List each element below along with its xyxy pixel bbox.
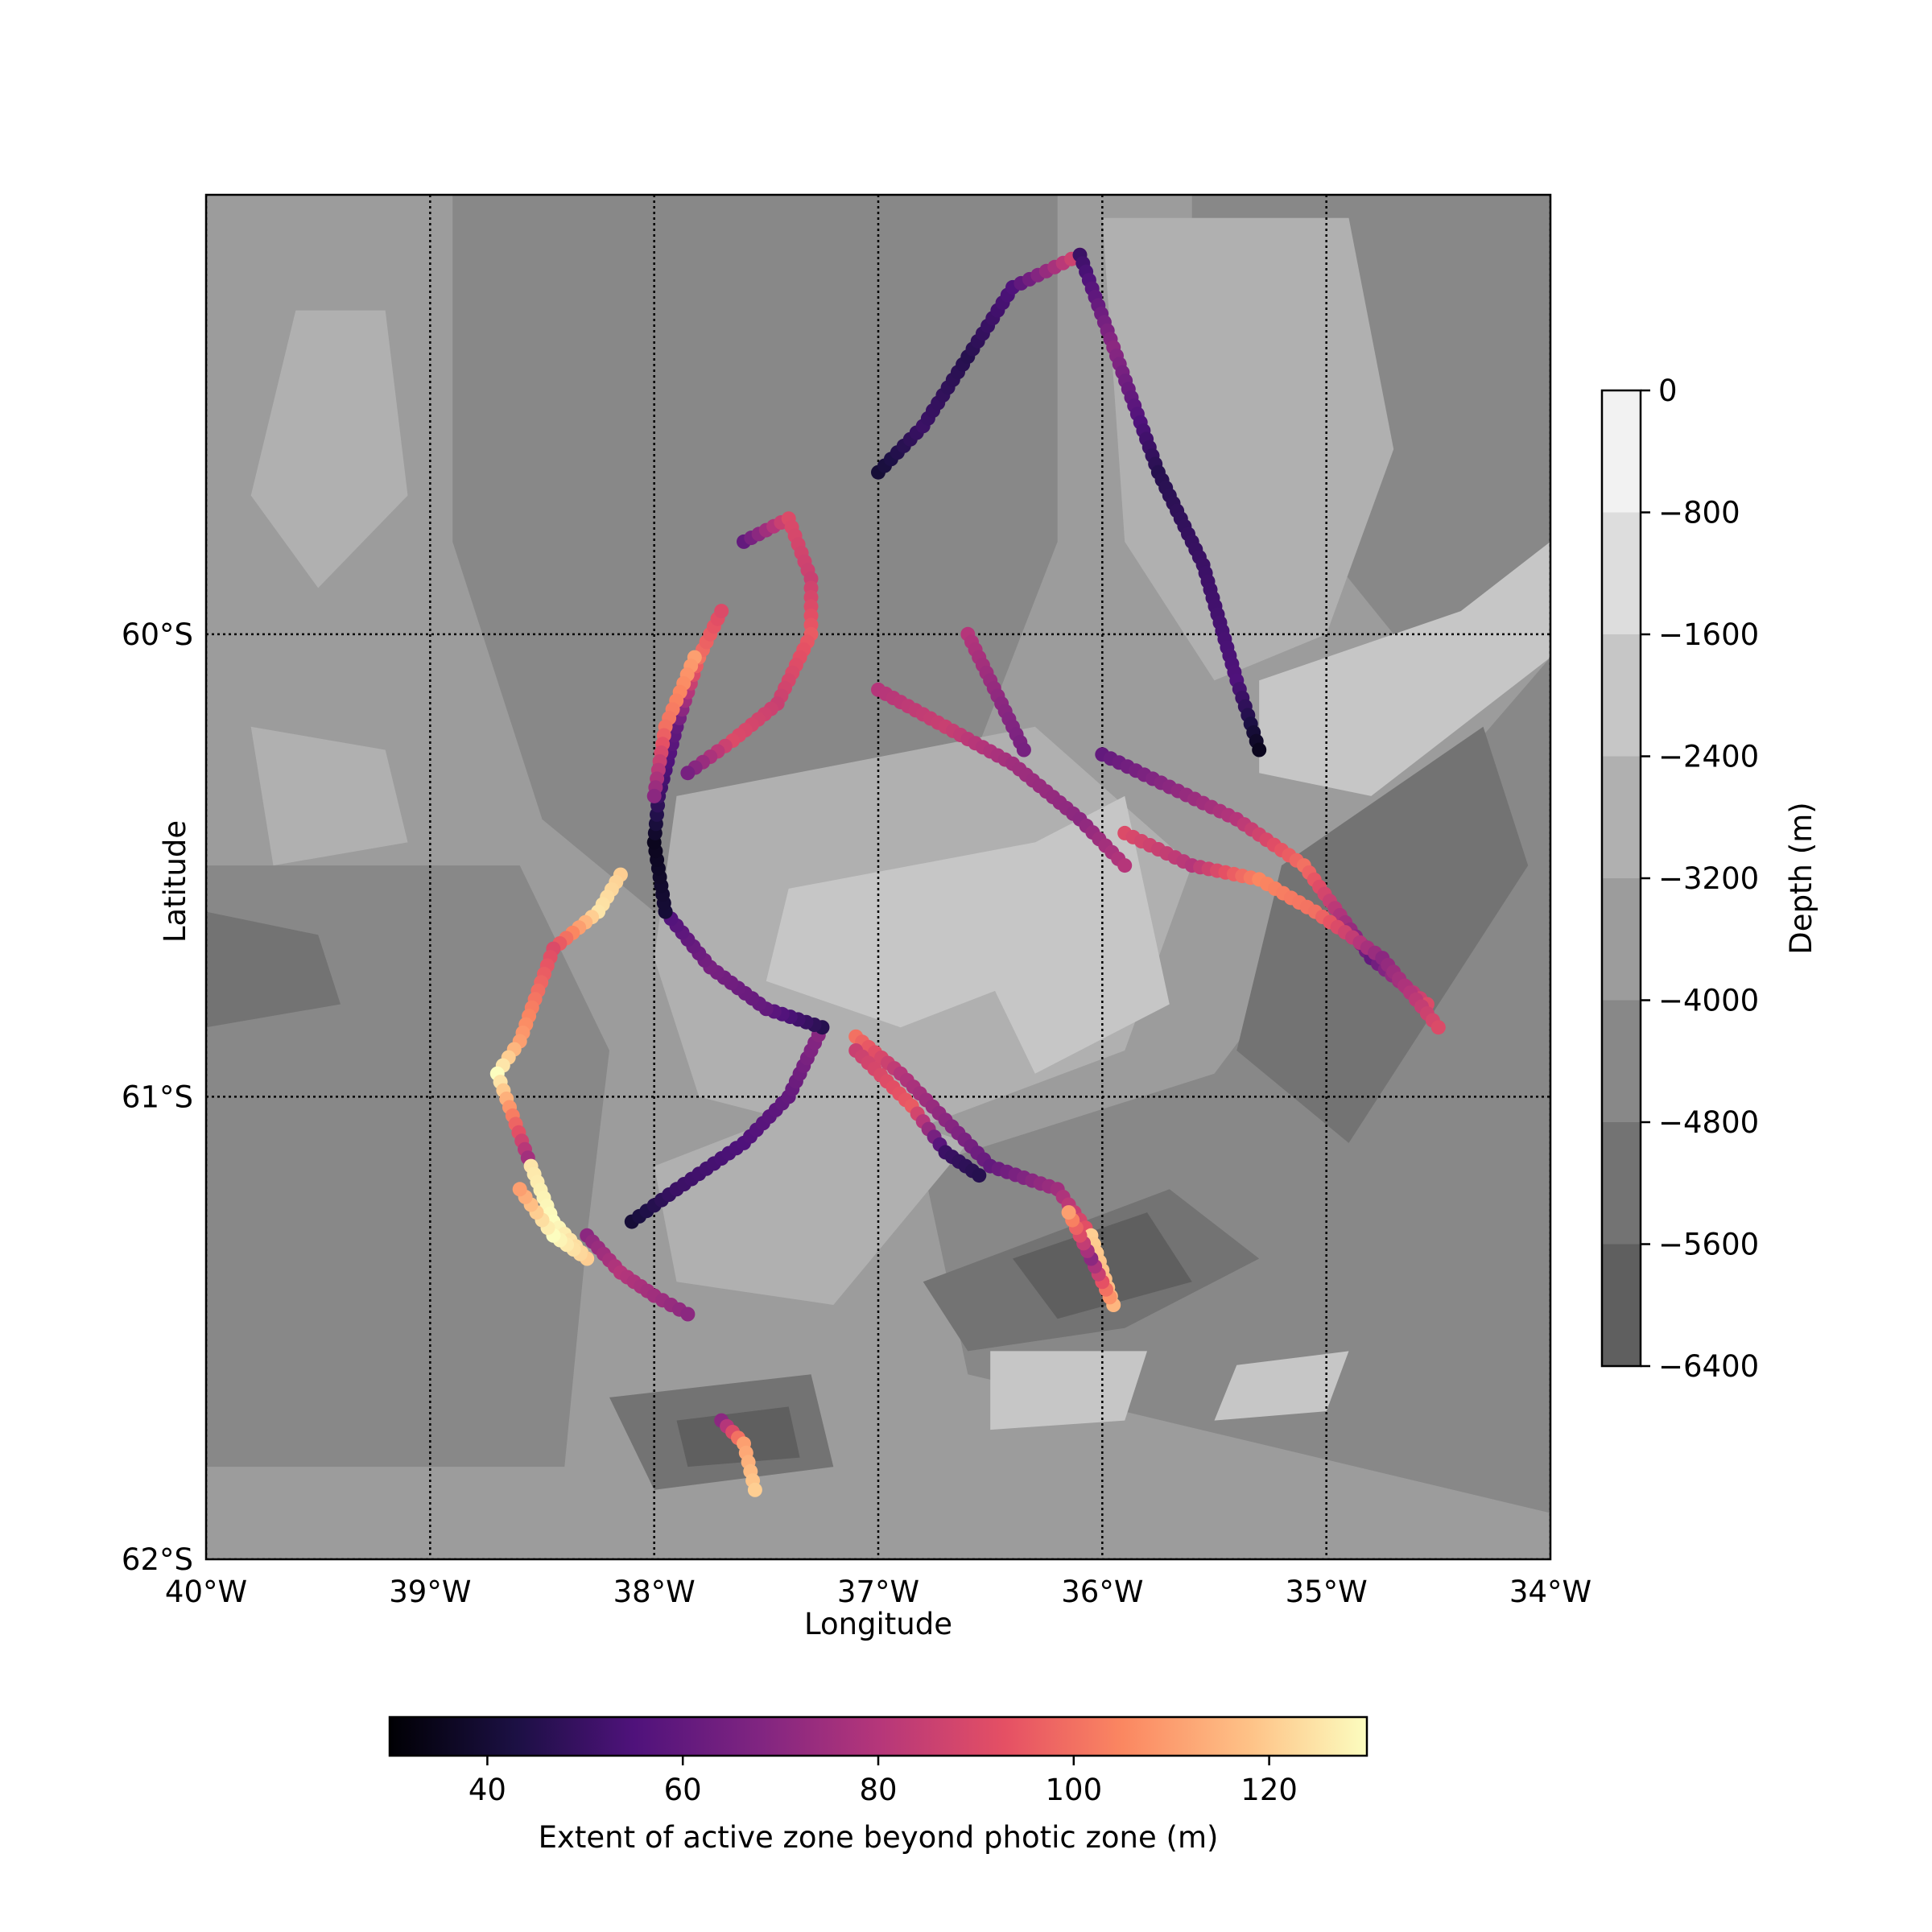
depth-region [990,1351,1147,1430]
scatter-point [1252,742,1267,758]
depth-colorbar-band [1602,634,1641,757]
scatter-point [512,1182,527,1197]
x-tick-label: 37°W [837,1575,919,1609]
x-tick-label: 35°W [1286,1575,1368,1609]
depth-colorbar-band [1602,1122,1641,1245]
x-tick-label: 38°W [613,1575,696,1609]
depth-region [1102,217,1394,681]
x-tick-label: 39°W [389,1575,471,1609]
y-axis-label: Latitude [158,820,192,943]
depth-colorbar-tick-label: −800 [1658,496,1740,530]
depth-colorbar-tick-label: −5600 [1658,1228,1759,1262]
x-axis-label: Longitude [804,1607,952,1641]
plot-frame [204,193,1552,1561]
value-colorbar-label: Extent of active zone beyond photic zone… [539,1820,1219,1855]
scatter-point [646,788,662,803]
depth-region [1236,726,1529,1143]
scatter-points [489,247,1446,1497]
depth-colorbar-tick-label: 0 [1658,374,1678,408]
scatter-point [1430,1020,1446,1035]
scatter-point [680,1307,696,1322]
y-tick-label: 60°S [122,617,193,652]
depth-colorbar: 0 −800 −1600 −2400 −3200 −4000 −4800 −5600 −6400… [1600,374,1818,1384]
value-colorbar-tick-label: 120 [1241,1773,1298,1807]
depth-colorbar-tick-label: −6400 [1658,1349,1759,1384]
depth-region [945,795,1170,1074]
y-tick-label: 62°S [122,1542,193,1577]
x-tick-label: 36°W [1061,1575,1143,1609]
depth-region [1214,1351,1349,1421]
scatter-point [1061,1205,1076,1220]
depth-colorbar-tick-label: −3200 [1658,861,1759,896]
depth-region [206,865,609,1468]
value-colorbar-gradient [388,1715,1368,1757]
y-axis-ticks: 60°S 61°S 62°S [122,617,193,1577]
depth-region [452,195,1058,912]
x-axis-ticks: 40°W 39°W 38°W 37°W 36°W 35°W 34°W [165,1575,1591,1609]
depth-region [206,911,341,1028]
depth-colorbar-label: Depth (m) [1784,802,1818,954]
depth-region [1259,541,1550,796]
scatter-point [1016,742,1031,758]
depth-colorbar-tick-label: −2400 [1658,740,1759,774]
value-colorbar: 40 60 80 100 120 Extent of active zone beyon… [388,1715,1368,1855]
value-colorbar-tick-label: 100 [1045,1773,1102,1807]
value-colorbar-tick-label: 40 [469,1773,506,1807]
depth-colorbar-band [1602,756,1641,879]
depth-colorbar-tick-label: −4800 [1658,1105,1759,1140]
value-colorbar-tick-label: 80 [859,1773,897,1807]
x-tick-label: 40°W [165,1575,247,1609]
plot-area [204,193,1552,1561]
depth-colorbar-band [1602,1000,1641,1123]
x-tick-label: 34°W [1509,1575,1591,1609]
y-tick-label: 61°S [122,1080,193,1114]
scatter-point [680,766,696,781]
depth-region [250,726,408,866]
depth-colorbar-tick-label: −1600 [1658,617,1759,652]
value-colorbar-tick-label: 60 [664,1773,702,1807]
scatter-point [747,1482,762,1497]
depth-colorbar-band [1602,1244,1641,1367]
depth-colorbar-tick-label: −4000 [1658,984,1759,1018]
depth-colorbar-band [1602,878,1641,1001]
scatter-point [714,604,729,619]
scatter-point [972,1168,987,1183]
depth-colorbar-band [1602,390,1641,513]
graticule [206,195,1550,1559]
depth-colorbar-band [1602,512,1641,635]
scatter-point [1117,858,1133,873]
depth-region [250,310,408,588]
